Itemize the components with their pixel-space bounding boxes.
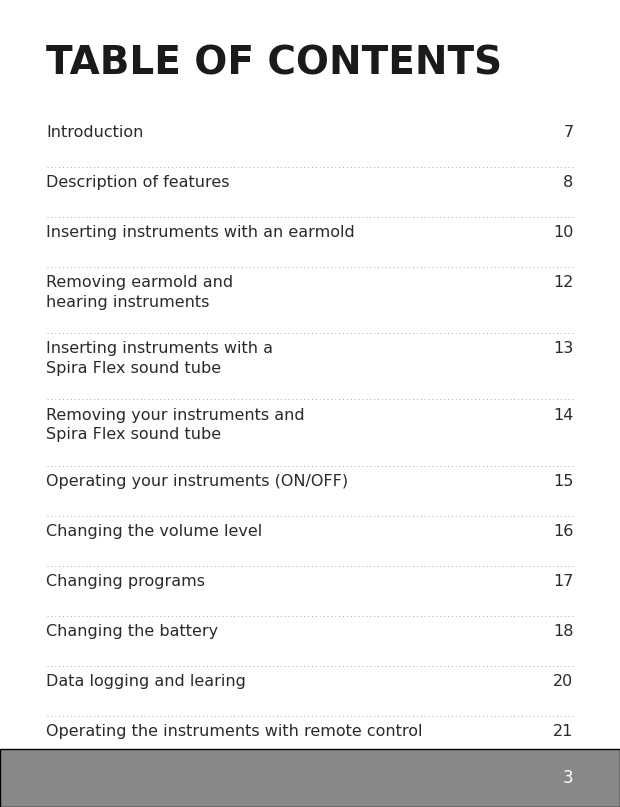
Text: Description of features: Description of features [46, 175, 230, 190]
Text: 15: 15 [553, 474, 574, 489]
Text: 20: 20 [553, 674, 574, 689]
Text: Changing the volume level: Changing the volume level [46, 524, 263, 539]
Text: TABLE OF CONTENTS: TABLE OF CONTENTS [46, 44, 503, 82]
Text: 21: 21 [553, 724, 574, 739]
Text: 7: 7 [564, 125, 574, 140]
Text: Removing your instruments and
Spira Flex sound tube: Removing your instruments and Spira Flex… [46, 408, 305, 442]
Text: 22: 22 [553, 774, 574, 789]
Text: 3: 3 [563, 769, 574, 787]
Text: 16: 16 [553, 524, 574, 539]
Text: Removing earmold and
hearing instruments: Removing earmold and hearing instruments [46, 275, 234, 310]
Text: 10: 10 [553, 225, 574, 240]
Text: 13: 13 [553, 341, 574, 357]
Text: Changing the battery: Changing the battery [46, 624, 219, 639]
Text: 18: 18 [553, 624, 574, 639]
Text: 8: 8 [563, 175, 574, 190]
Text: Operating the instruments with remote control: Operating the instruments with remote co… [46, 724, 423, 739]
Text: Inserting instruments with a
Spira Flex sound tube: Inserting instruments with a Spira Flex … [46, 341, 273, 376]
Text: Operating your instruments (ON/OFF): Operating your instruments (ON/OFF) [46, 474, 348, 489]
Text: 12: 12 [553, 275, 574, 291]
Text: Inserting instruments with an earmold: Inserting instruments with an earmold [46, 225, 355, 240]
Text: Introduction: Introduction [46, 125, 144, 140]
FancyBboxPatch shape [0, 749, 620, 807]
Text: 14: 14 [553, 408, 574, 423]
Text: Changing programs: Changing programs [46, 574, 205, 589]
Text: Operating the instruments with SoundGate: Operating the instruments with SoundGate [46, 774, 394, 789]
Text: 17: 17 [553, 574, 574, 589]
Text: Data logging and learing: Data logging and learing [46, 674, 246, 689]
